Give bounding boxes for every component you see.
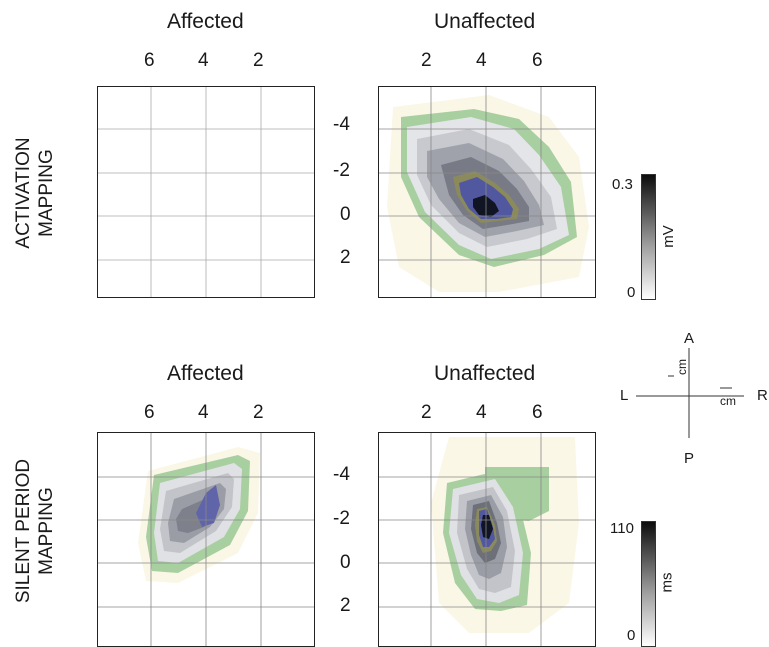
silent-ytick-3: 0	[340, 552, 351, 573]
activation-label-line1: ACTIVATION	[13, 137, 34, 249]
silent-ytick-4: 2	[340, 595, 351, 616]
silent-affected-xtick-3: 2	[253, 402, 264, 423]
compass-right: R	[757, 387, 768, 404]
activation-ytick-1: -4	[333, 114, 350, 135]
compass-unit-horizontal: cm	[720, 394, 736, 408]
silent-unaffected-xtick-1: 2	[421, 402, 432, 423]
silent-period-colorbar	[641, 521, 656, 647]
compass-unit-vertical: cm	[675, 359, 689, 375]
activation-affected-title: Affected	[167, 10, 244, 33]
silent-period-row-label: SILENT PERIOD MAPPING	[12, 441, 58, 621]
silent-ytick-1: -4	[333, 464, 350, 485]
activation-affected-xtick-1: 6	[144, 50, 155, 71]
silent-affected-xtick-1: 6	[144, 402, 155, 423]
silent-unaffected-xtick-2: 4	[476, 402, 487, 423]
activation-affected-xtick-3: 2	[253, 50, 264, 71]
silent-affected-contours	[98, 433, 314, 646]
silent-unaffected-contours	[379, 433, 595, 646]
activation-unaffected-xtick-3: 6	[532, 50, 543, 71]
silent-period-label-line1: SILENT PERIOD	[13, 458, 34, 604]
activation-ytick-2: -2	[333, 160, 350, 181]
activation-affected-grid	[98, 87, 314, 297]
activation-ytick-3: 0	[340, 204, 351, 225]
activation-row-label: ACTIVATION MAPPING	[12, 103, 58, 283]
silent-colorbar-unit: ms	[658, 572, 676, 593]
activation-colorbar-min: 0	[627, 284, 636, 301]
silent-affected-contour-blue	[196, 485, 220, 527]
silent-period-label-line2: MAPPING	[36, 487, 57, 575]
activation-contours	[379, 87, 595, 297]
silent-ytick-2: -2	[333, 508, 350, 529]
silent-colorbar-min: 0	[627, 627, 636, 644]
silent-colorbar-max: 110	[610, 520, 634, 537]
silent-unaffected-map	[378, 432, 596, 647]
activation-ytick-4: 2	[340, 247, 351, 268]
silent-unaffected-xtick-3: 6	[532, 402, 543, 423]
activation-unaffected-title: Unaffected	[434, 10, 536, 33]
orientation-compass: A P L R cm cm	[600, 330, 769, 470]
silent-affected-map	[97, 432, 315, 647]
activation-unaffected-xtick-1: 2	[421, 50, 432, 71]
compass-cross	[636, 348, 744, 438]
compass-posterior: P	[684, 450, 695, 467]
silent-affected-title: Affected	[167, 362, 244, 385]
compass-left: L	[620, 387, 629, 404]
silent-unaffected-contour-core	[481, 515, 493, 539]
activation-unaffected-map	[378, 86, 596, 298]
activation-colorbar	[641, 174, 656, 300]
activation-colorbar-max: 0.3	[612, 176, 633, 193]
activation-colorbar-unit: mV	[659, 225, 677, 248]
compass-anterior: A	[684, 330, 695, 347]
activation-affected-map	[97, 86, 315, 298]
activation-affected-xtick-2: 4	[198, 50, 209, 71]
silent-affected-xtick-2: 4	[198, 402, 209, 423]
activation-label-line2: MAPPING	[36, 149, 57, 237]
activation-unaffected-xtick-2: 4	[476, 50, 487, 71]
silent-unaffected-title: Unaffected	[434, 362, 536, 385]
